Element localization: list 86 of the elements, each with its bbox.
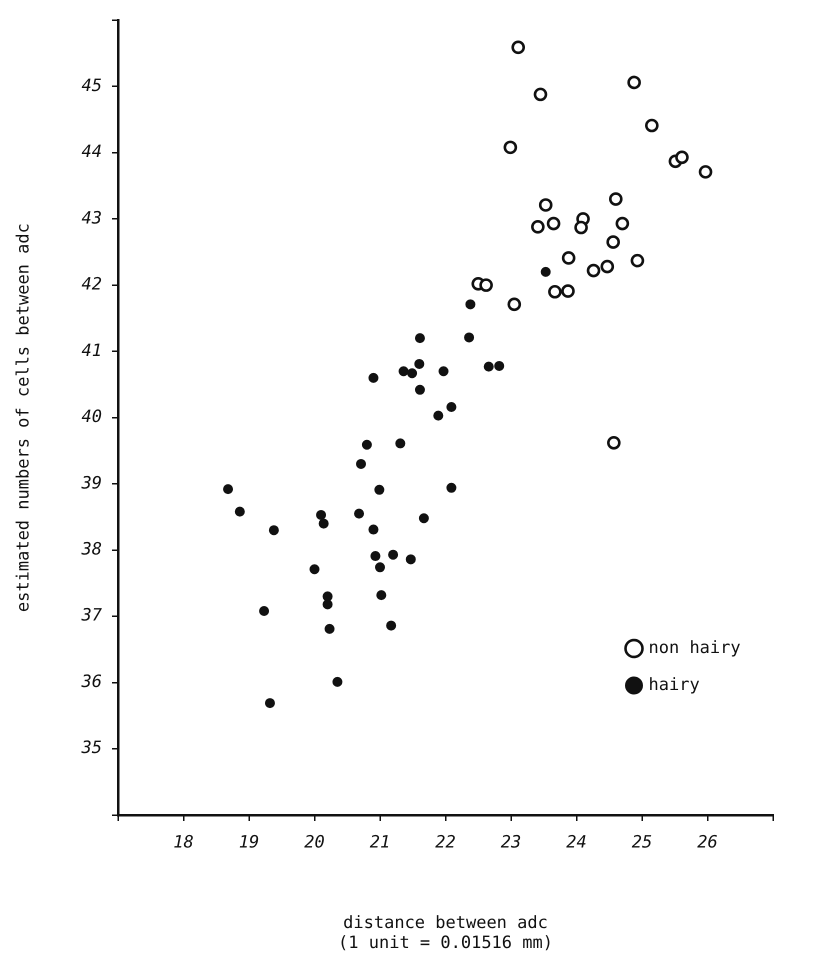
point [479, 278, 493, 292]
point [268, 525, 279, 536]
point [406, 554, 416, 564]
point [586, 264, 600, 278]
point [362, 440, 372, 450]
x-tick-label: 25 [632, 832, 652, 853]
point [465, 299, 476, 310]
point [388, 550, 398, 560]
y-tick-label: 41 [82, 340, 102, 361]
point [398, 366, 409, 376]
x-tick-label: 20 [304, 832, 325, 853]
y-tick-label: 42 [82, 274, 102, 295]
point [698, 165, 712, 179]
point [531, 220, 545, 234]
y-tick-label: 39 [80, 473, 102, 494]
point [630, 254, 644, 268]
point [484, 362, 494, 372]
point [370, 551, 380, 562]
y-tick-label: 35 [80, 738, 102, 758]
point [234, 506, 245, 517]
point [318, 518, 329, 529]
point [386, 620, 396, 631]
point [546, 216, 560, 230]
y-tick-label: 44 [82, 142, 102, 162]
point [332, 676, 342, 687]
y-tick-label: 37 [80, 606, 103, 626]
point [504, 140, 518, 154]
point [616, 216, 630, 230]
point [414, 333, 425, 344]
y-tick-label: 38 [80, 539, 102, 560]
point [538, 198, 553, 212]
point [446, 402, 456, 412]
point [375, 562, 385, 572]
x-tick-label: 19 [238, 832, 260, 853]
y-axis-title: estimated numbers of cells between adc [14, 223, 34, 612]
point [316, 510, 326, 520]
point [534, 88, 548, 102]
point [574, 220, 588, 234]
point [433, 410, 444, 421]
point [418, 513, 429, 524]
point [548, 284, 562, 299]
x-tick-label: 26 [697, 832, 718, 853]
point [600, 260, 614, 274]
point [540, 266, 551, 277]
x-tick-label: 22 [435, 832, 456, 853]
point [322, 599, 333, 610]
point [407, 368, 418, 378]
point [494, 360, 504, 371]
point [627, 76, 641, 90]
point [368, 372, 378, 383]
point [259, 606, 270, 616]
point [607, 436, 621, 450]
point [368, 524, 378, 535]
legend-label: non hairy [648, 638, 741, 658]
point [223, 484, 234, 494]
x-tick-label: 21 [370, 832, 390, 853]
point [507, 298, 522, 312]
y-tick-label: 40 [82, 407, 102, 428]
point [438, 366, 449, 376]
y-tick-label: 36 [80, 672, 102, 692]
point [561, 284, 575, 298]
point [354, 508, 364, 519]
y-tick-label: 45 [82, 76, 102, 96]
point [609, 192, 623, 206]
point [264, 698, 275, 708]
point [324, 624, 335, 634]
legend-label: hairy [648, 674, 700, 695]
x-axis-title: distance between adc (1 unit = 0.01516 mm) [338, 912, 553, 954]
x-tick-label: 23 [500, 832, 522, 853]
point [675, 150, 689, 164]
point [414, 384, 425, 395]
point [464, 332, 474, 342]
point [645, 118, 659, 132]
point [376, 590, 386, 600]
point [562, 251, 576, 265]
point [446, 482, 456, 493]
x-tick-label: 24 [566, 832, 587, 853]
point [414, 358, 424, 369]
x-tick-label: 18 [173, 832, 194, 853]
point [395, 438, 406, 448]
point [356, 458, 366, 469]
point [606, 235, 620, 249]
y-tick-label: 43 [82, 208, 102, 228]
point [511, 40, 526, 54]
point [374, 484, 384, 495]
point [310, 564, 320, 574]
